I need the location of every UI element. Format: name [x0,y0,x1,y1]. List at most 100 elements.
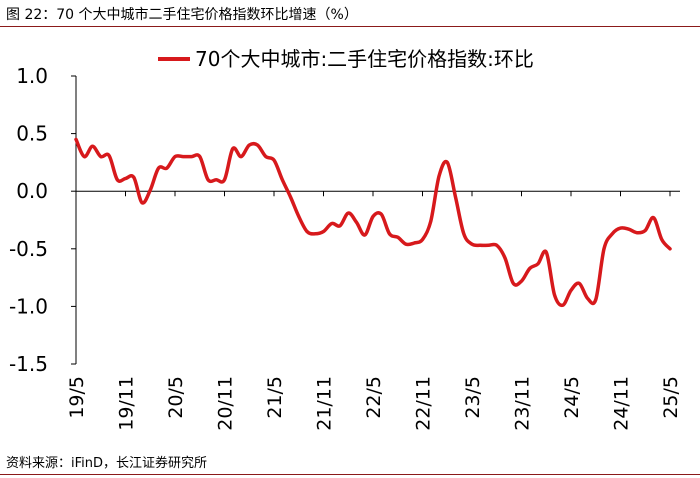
data-point [141,201,144,204]
series-line [74,137,672,308]
data-point [231,147,234,150]
data-point [380,213,383,216]
data-point [264,155,267,158]
data-point [215,178,218,181]
data-point [471,243,474,246]
data-point [660,238,663,241]
data-point [198,155,201,158]
axes [75,76,680,364]
data-point [297,215,300,218]
data-point [273,159,276,162]
data-point [223,178,226,181]
data-point [421,238,424,241]
data-point [339,224,342,227]
y-axis-ticks: 1.0 0.5 0.0 -0.5 -1.0 -1.5 [9,64,76,376]
data-point [248,144,251,147]
x-tick-label: 22/11 [413,376,435,431]
data-point [363,234,366,237]
data-point [627,228,630,231]
data-point [520,280,523,283]
x-tick-label: 19/11 [116,376,138,431]
figure-title: 图 22：70 个大中城市二手住宅价格指数环比增速（%） [6,7,358,23]
data-point [462,232,465,235]
x-tick-label: 23/11 [512,376,534,431]
data-point [165,167,168,170]
data-point [281,178,284,181]
data-point [314,232,317,235]
data-point [413,242,416,245]
data-point [594,298,597,301]
data-point [99,155,102,158]
y-tick-label: 1.0 [16,64,48,88]
data-point [405,243,408,246]
data-point [570,289,573,292]
data-point [438,175,441,178]
y-tick-label: -1.5 [9,352,48,376]
data-point [330,222,333,225]
data-point [669,247,672,250]
y-tick-label: -0.5 [9,237,48,261]
data-point [108,154,111,157]
data-point [495,244,498,247]
x-tick-label: 20/5 [165,376,187,419]
data-point [157,167,160,170]
data-point [578,282,581,285]
data-point [355,221,358,224]
data-point [396,236,399,239]
x-tick-label: 25/5 [660,376,682,419]
data-point [652,216,655,219]
data-point [132,176,135,179]
legend-label: 70个大中城市:二手住宅价格指数:环比 [195,47,534,71]
data-point [174,155,177,158]
data-point [446,161,449,164]
series-points [75,138,672,307]
y-tick-label: -1.0 [9,294,48,318]
x-tick-label: 24/5 [561,376,583,419]
data-point [207,178,210,181]
bottom-rule [0,474,700,475]
data-point [322,230,325,233]
source-note: 资料来源：iFinD，长江证券研究所 [6,456,208,471]
data-point [124,177,127,180]
data-point [586,297,589,300]
data-point [149,189,152,192]
data-point [561,304,564,307]
x-tick-label: 24/11 [611,376,633,431]
x-tick-label: 23/5 [462,376,484,419]
data-point [545,251,548,254]
data-point [553,293,556,296]
data-point [504,257,507,260]
data-point [75,138,78,141]
data-point [289,196,292,199]
data-point [116,178,119,181]
data-point [429,220,432,223]
title-rule [0,26,700,27]
data-point [636,231,639,234]
x-axis-ticks: 19/5 19/11 20/5 20/11 21/5 21/11 22/5 22/11 23/5… [66,191,682,431]
data-point [190,155,193,158]
x-tick-label: 21/11 [314,376,336,431]
x-tick-label: 22/5 [363,376,385,419]
data-point [487,244,490,247]
y-tick-label: 0.5 [16,122,48,146]
data-point [347,212,350,215]
data-point [256,144,259,147]
data-point [619,227,622,230]
data-point [91,145,94,148]
data-point [240,155,243,158]
data-point [611,232,614,235]
data-point [644,229,647,232]
data-point [528,267,531,270]
data-point [454,196,457,199]
data-point [603,247,606,250]
y-tick-label: 0.0 [16,179,48,203]
data-point [537,262,540,265]
data-point [372,215,375,218]
x-tick-label: 21/5 [264,376,286,419]
data-point [512,282,515,285]
data-point [479,244,482,247]
data-point [182,155,185,158]
legend: 70个大中城市:二手住宅价格指数:环比 [158,47,534,71]
data-point [83,155,86,158]
